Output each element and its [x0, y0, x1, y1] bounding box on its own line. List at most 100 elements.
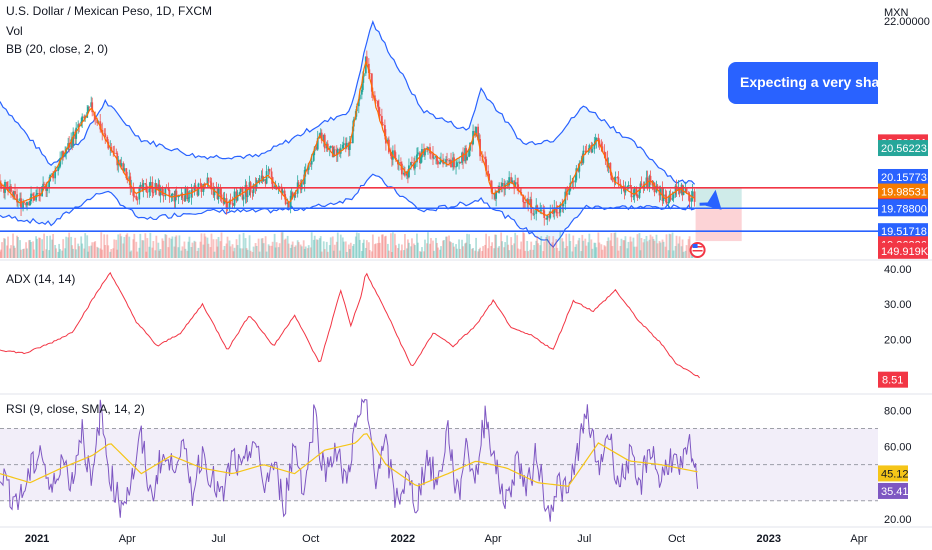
volume-bar [537, 243, 540, 258]
adx-tick-label: 40.00 [884, 264, 912, 276]
volume-bar [619, 246, 622, 258]
candle-body [393, 150, 396, 158]
time-tick-label: 2021 [25, 533, 49, 545]
candle-body [90, 102, 93, 107]
volume-bar [493, 248, 496, 258]
candle-body [25, 203, 27, 206]
candle-body [623, 187, 626, 193]
candle-body [459, 161, 461, 164]
volume-bar [424, 239, 426, 258]
candle-body [299, 182, 302, 190]
volume-bar [318, 238, 321, 258]
volume-bar [72, 248, 75, 258]
candle-body [254, 184, 257, 189]
volume-bar [184, 248, 187, 258]
candle-body [52, 173, 55, 179]
candle-body [466, 156, 468, 160]
candle-body [574, 180, 577, 183]
volume-bar [277, 247, 280, 258]
volume-bar [310, 232, 313, 258]
volume-bar [104, 245, 107, 258]
annotation-callout[interactable]: Expecting a very sharp i [728, 62, 878, 104]
main-chart-title[interactable]: U.S. Dollar / Mexican Peso, 1D, FXCM [6, 4, 213, 18]
candle-body [523, 202, 526, 203]
volume-bar [130, 250, 133, 258]
volume-bar [78, 246, 81, 258]
volume-bar [341, 237, 344, 258]
candle-body [125, 168, 128, 179]
candle-body [400, 162, 402, 164]
volume-bar [542, 251, 545, 258]
candle-body [503, 182, 506, 190]
time-tick-label: Oct [668, 533, 685, 545]
candle-body [9, 186, 11, 191]
rsi-ma-line [0, 433, 698, 487]
volume-bar [386, 243, 389, 258]
volume-bar [443, 240, 445, 258]
candle-body [42, 183, 44, 187]
candle-body [70, 139, 73, 148]
volume-bar [535, 240, 538, 258]
volume-bar [408, 242, 410, 258]
volume-bar [97, 247, 100, 258]
volume-bar [598, 242, 601, 258]
volume-bar [9, 248, 11, 258]
volume-bar [632, 237, 635, 258]
candle-body [462, 152, 464, 162]
candle-body [565, 191, 568, 194]
volume-bar [355, 232, 358, 258]
rsi-pane-title[interactable]: RSI (9, close, SMA, 14, 2) [6, 402, 145, 416]
candle-body [133, 195, 136, 197]
volume-bar [135, 241, 138, 258]
candle-body [358, 94, 361, 100]
candle-body [61, 151, 64, 159]
candle-body [435, 155, 437, 158]
volume-bar [609, 240, 612, 258]
time-tick-label: 2022 [391, 533, 415, 545]
candle-body [636, 194, 639, 198]
candle-body [139, 184, 142, 187]
volume-bar [453, 246, 455, 258]
candle-body [59, 158, 62, 167]
volume-bar [503, 247, 506, 258]
volume-bar [506, 235, 509, 258]
volume-bar [194, 241, 197, 258]
volume-bar [400, 250, 402, 258]
price-badge-label: 20.56223 [881, 143, 927, 155]
candle-body [344, 143, 347, 148]
volume-bar [587, 242, 590, 258]
volume-bar [32, 241, 34, 258]
candle-body [322, 134, 325, 141]
volume-bar [339, 234, 342, 258]
volume-bar [530, 241, 533, 258]
volume-bar [495, 234, 498, 258]
candle-body [307, 163, 310, 170]
volume-bar [164, 234, 167, 258]
candle-body [682, 191, 685, 195]
candle-body [161, 187, 164, 196]
bollinger-indicator-label[interactable]: BB (20, close, 2, 0) [6, 42, 109, 56]
candle-body [403, 172, 405, 175]
candle-body [411, 162, 413, 163]
candle-body [378, 114, 381, 116]
candle-body [424, 148, 426, 156]
candle-body [674, 185, 677, 195]
volume-bar [646, 241, 649, 258]
candle-body [427, 147, 429, 150]
volume-bar [275, 242, 278, 258]
volume-bar [593, 242, 596, 258]
volume-bar [569, 241, 572, 258]
candle-body [152, 192, 155, 194]
candle-body [648, 175, 651, 188]
volume-bar [435, 237, 437, 258]
adx-pane-title[interactable]: ADX (14, 14) [6, 272, 76, 286]
candle-body [635, 187, 638, 195]
volume-bar [181, 246, 184, 258]
volume-bar [456, 248, 458, 258]
volume-indicator-label[interactable]: Vol [6, 24, 23, 38]
candle-body [190, 190, 193, 198]
candle-body [364, 56, 367, 74]
volume-bar [133, 233, 136, 258]
